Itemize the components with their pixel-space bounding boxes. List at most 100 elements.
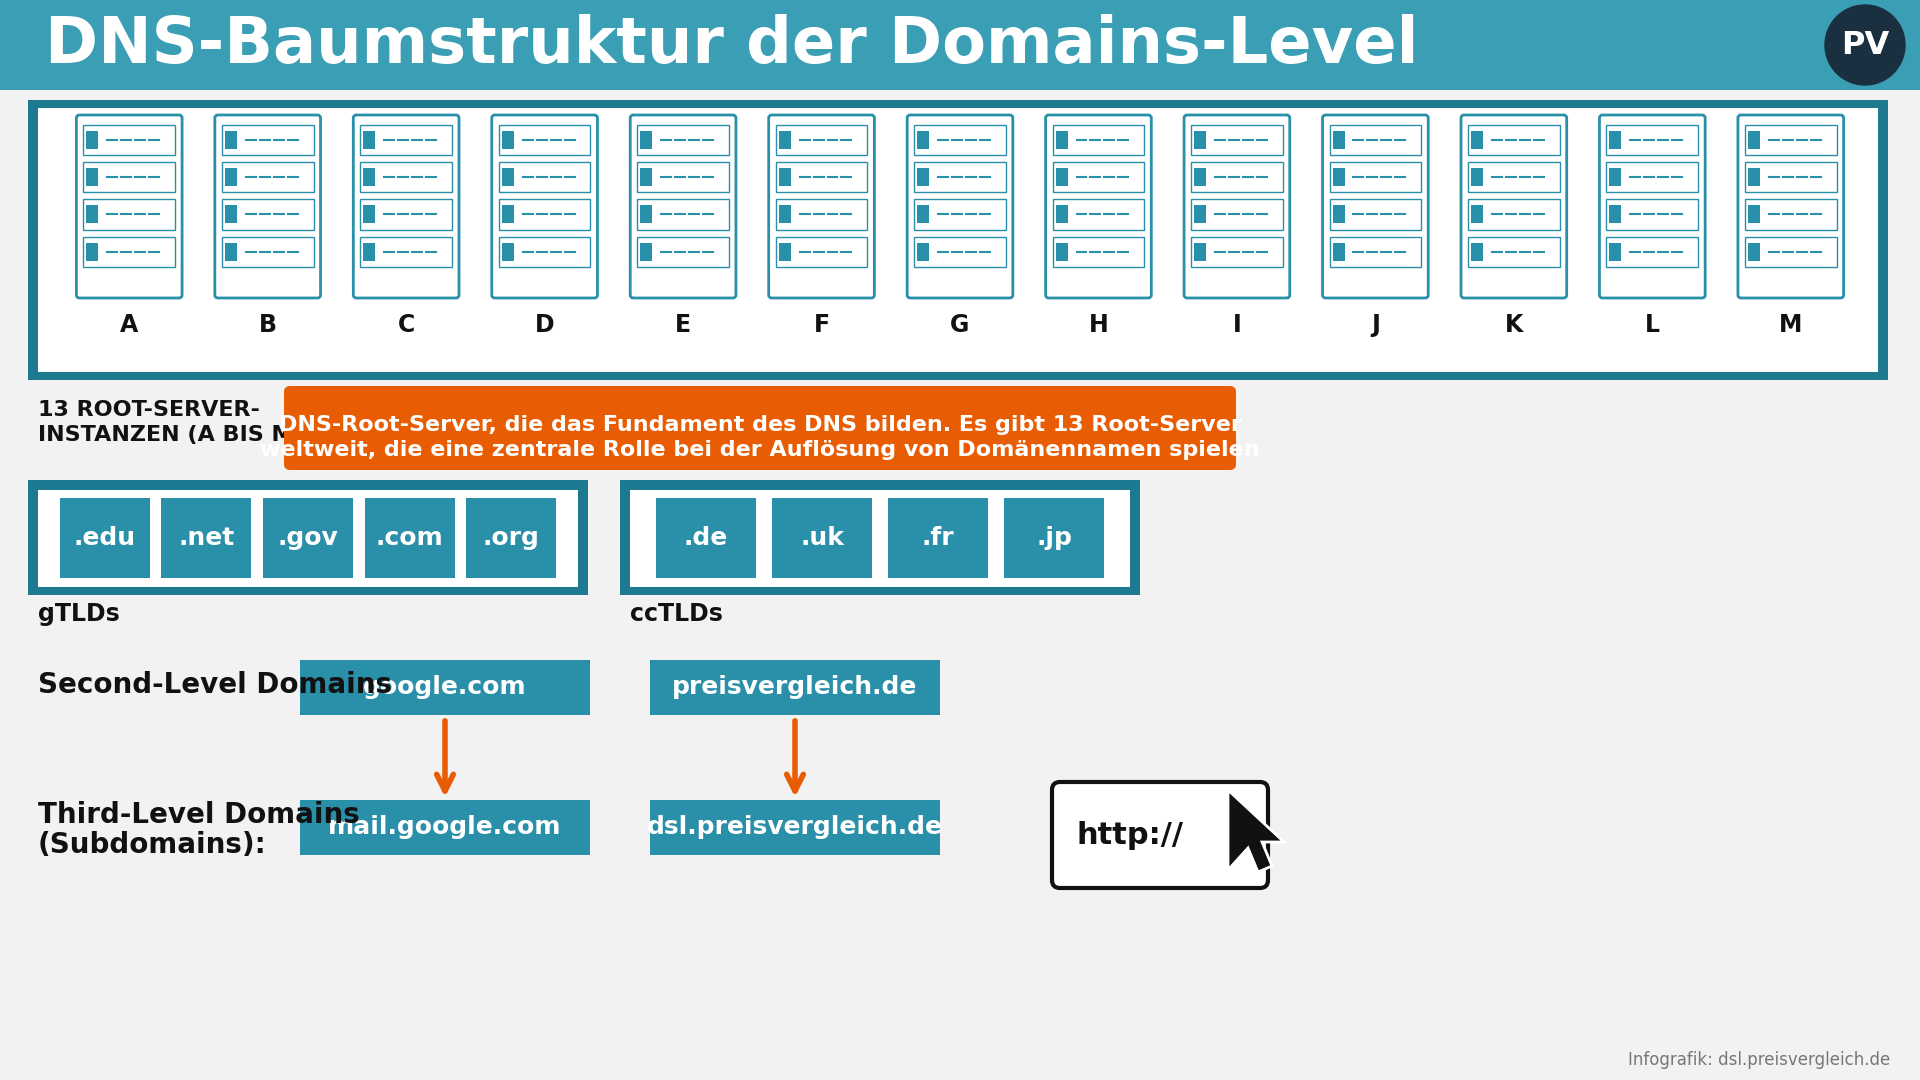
Text: .gov: .gov [278,526,338,550]
FancyBboxPatch shape [1056,243,1068,260]
FancyBboxPatch shape [1185,114,1290,298]
FancyBboxPatch shape [86,131,98,149]
FancyBboxPatch shape [1609,205,1620,224]
FancyBboxPatch shape [1052,125,1144,156]
FancyBboxPatch shape [499,237,591,267]
FancyBboxPatch shape [918,131,929,149]
Text: 13 ROOT-SERVER-: 13 ROOT-SERVER- [38,400,259,420]
FancyBboxPatch shape [918,205,929,224]
FancyBboxPatch shape [1194,205,1206,224]
FancyBboxPatch shape [300,800,589,855]
FancyBboxPatch shape [651,660,941,715]
FancyBboxPatch shape [1056,205,1068,224]
FancyBboxPatch shape [1052,782,1267,888]
FancyBboxPatch shape [1607,162,1697,192]
FancyBboxPatch shape [630,114,735,298]
FancyBboxPatch shape [639,168,653,187]
FancyBboxPatch shape [353,114,459,298]
FancyBboxPatch shape [772,498,872,578]
FancyBboxPatch shape [1471,131,1482,149]
FancyBboxPatch shape [776,237,868,267]
FancyBboxPatch shape [1745,162,1837,192]
FancyBboxPatch shape [776,200,868,230]
FancyBboxPatch shape [1471,205,1482,224]
FancyBboxPatch shape [639,243,653,260]
Text: weltweit, die eine zentrale Rolle bei der Auflösung von Domänennamen spielen: weltweit, die eine zentrale Rolle bei de… [261,440,1260,460]
FancyBboxPatch shape [914,200,1006,230]
FancyBboxPatch shape [501,168,515,187]
Text: (Subdomains):: (Subdomains): [38,831,267,859]
FancyBboxPatch shape [499,200,591,230]
FancyBboxPatch shape [363,205,374,224]
Text: L: L [1645,313,1659,337]
Text: B: B [259,313,276,337]
FancyBboxPatch shape [639,205,653,224]
Circle shape [1826,5,1905,85]
FancyBboxPatch shape [225,243,236,260]
FancyBboxPatch shape [38,490,578,588]
FancyBboxPatch shape [1190,162,1283,192]
FancyBboxPatch shape [161,498,252,578]
Text: .net: .net [179,526,234,550]
Text: Second-Level Domains: Second-Level Domains [38,671,392,699]
FancyBboxPatch shape [1046,114,1152,298]
FancyBboxPatch shape [1332,243,1344,260]
FancyBboxPatch shape [780,131,791,149]
FancyBboxPatch shape [1745,200,1837,230]
Text: INSTANZEN (A BIS M): INSTANZEN (A BIS M) [38,426,303,445]
FancyBboxPatch shape [29,480,588,595]
Text: H: H [1089,313,1108,337]
FancyBboxPatch shape [1190,237,1283,267]
FancyBboxPatch shape [225,205,236,224]
FancyBboxPatch shape [1469,125,1559,156]
FancyBboxPatch shape [887,498,989,578]
FancyBboxPatch shape [1332,205,1344,224]
FancyBboxPatch shape [223,125,313,156]
FancyBboxPatch shape [1747,168,1761,187]
Text: A: A [121,313,138,337]
FancyBboxPatch shape [651,800,941,855]
FancyBboxPatch shape [501,205,515,224]
FancyBboxPatch shape [363,168,374,187]
FancyBboxPatch shape [361,162,451,192]
FancyBboxPatch shape [1332,131,1344,149]
FancyBboxPatch shape [1323,114,1428,298]
FancyBboxPatch shape [86,243,98,260]
FancyBboxPatch shape [637,125,730,156]
FancyBboxPatch shape [83,200,175,230]
FancyBboxPatch shape [86,168,98,187]
FancyBboxPatch shape [0,0,1920,90]
FancyBboxPatch shape [361,237,451,267]
FancyBboxPatch shape [1609,131,1620,149]
Text: ccTLDs: ccTLDs [630,602,722,626]
FancyBboxPatch shape [499,162,591,192]
FancyBboxPatch shape [263,498,353,578]
FancyBboxPatch shape [83,162,175,192]
FancyBboxPatch shape [492,114,597,298]
Text: .edu: .edu [73,526,136,550]
FancyBboxPatch shape [1745,125,1837,156]
FancyBboxPatch shape [780,243,791,260]
FancyBboxPatch shape [1747,243,1761,260]
Text: .fr: .fr [922,526,954,550]
FancyBboxPatch shape [637,200,730,230]
FancyBboxPatch shape [1329,200,1421,230]
FancyBboxPatch shape [499,125,591,156]
Text: gTLDs: gTLDs [38,602,119,626]
FancyBboxPatch shape [1747,205,1761,224]
FancyBboxPatch shape [363,131,374,149]
FancyBboxPatch shape [1329,125,1421,156]
FancyBboxPatch shape [1052,237,1144,267]
FancyBboxPatch shape [361,125,451,156]
FancyBboxPatch shape [501,243,515,260]
FancyBboxPatch shape [215,114,321,298]
Text: .jp: .jp [1037,526,1071,550]
Text: I: I [1233,313,1242,337]
FancyBboxPatch shape [363,243,374,260]
FancyBboxPatch shape [918,168,929,187]
FancyBboxPatch shape [1190,200,1283,230]
FancyBboxPatch shape [1738,114,1843,298]
FancyBboxPatch shape [1609,168,1620,187]
FancyBboxPatch shape [1052,162,1144,192]
FancyBboxPatch shape [225,131,236,149]
